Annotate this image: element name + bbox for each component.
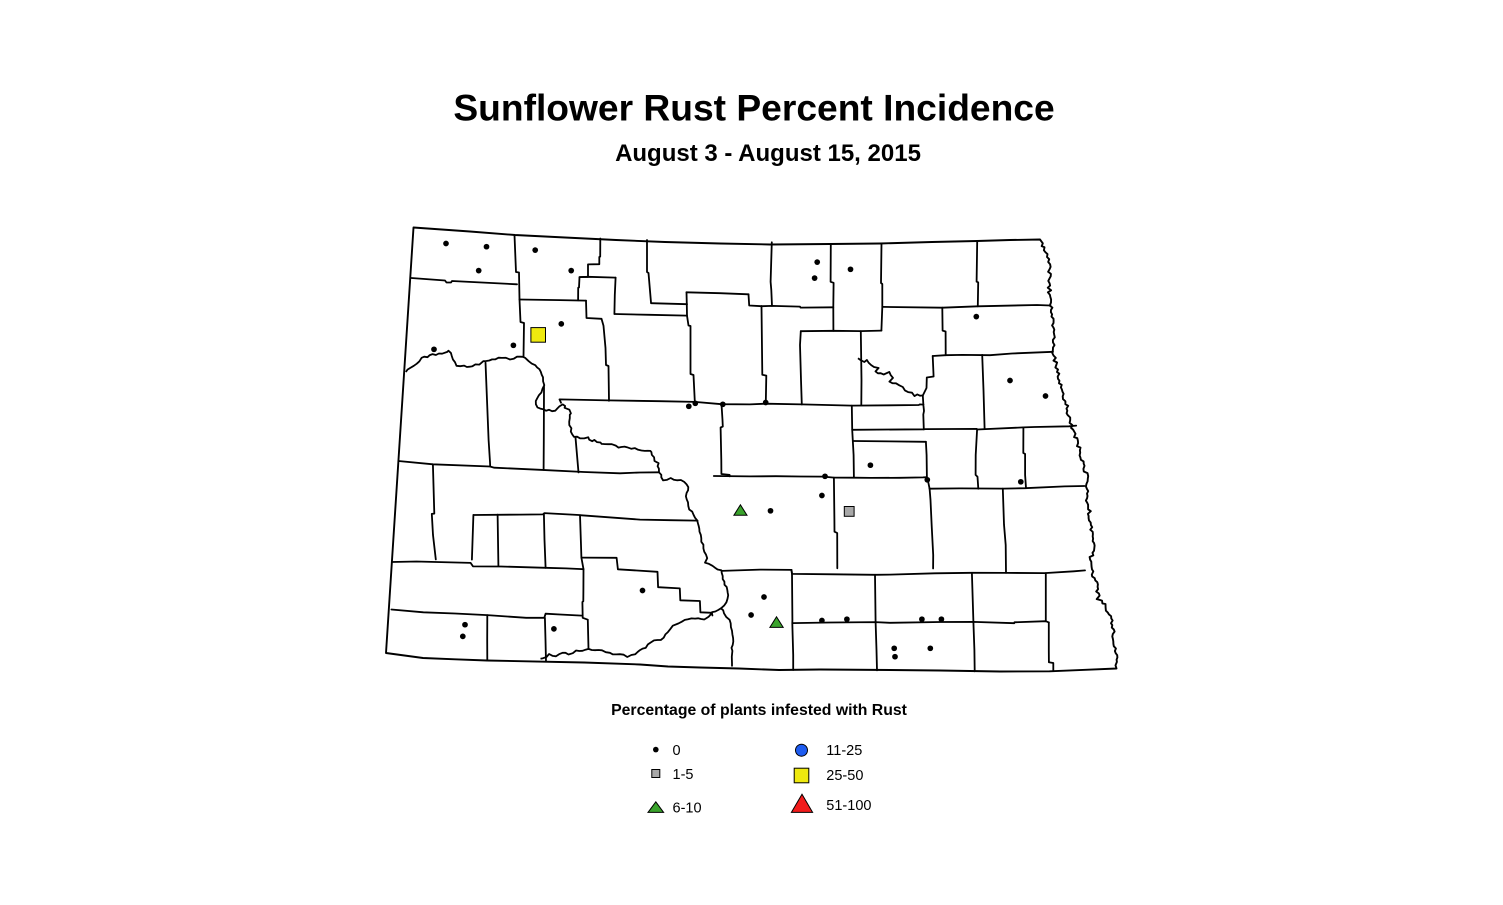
svg-text:August 3 - August 15, 2015: August 3 - August 15, 2015 — [615, 140, 921, 167]
svg-text:6-10: 6-10 — [673, 801, 702, 817]
svg-text:11-25: 11-25 — [826, 743, 862, 759]
svg-text:1-5: 1-5 — [673, 767, 694, 783]
svg-text:Percentage of plants infested: Percentage of plants infested with Rust — [611, 702, 908, 719]
svg-text:51-100: 51-100 — [826, 798, 871, 814]
svg-text:Sunflower Rust Percent Inciden: Sunflower Rust Percent Incidence — [453, 87, 1054, 129]
svg-text:0: 0 — [673, 743, 681, 759]
svg-text:25-50: 25-50 — [826, 768, 863, 784]
